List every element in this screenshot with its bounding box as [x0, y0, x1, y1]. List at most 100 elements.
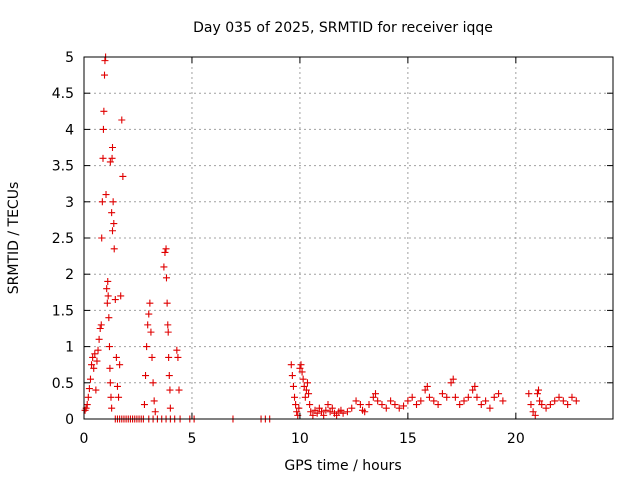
data-point: [165, 372, 173, 380]
data-point: [313, 409, 321, 417]
data-point: [98, 234, 106, 242]
data-point: [119, 172, 127, 180]
data-point: [395, 404, 403, 412]
data-point: [106, 158, 114, 166]
chart-title: Day 035 of 2025, SRMTID for receiver iqq…: [193, 20, 493, 36]
data-point: [303, 379, 311, 387]
data-point: [477, 401, 485, 409]
data-point: [352, 397, 360, 405]
x-tick-label: 10: [291, 431, 309, 447]
data-point: [464, 393, 472, 401]
x-tick-label: 5: [187, 431, 196, 447]
data-point: [348, 404, 356, 412]
data-point: [110, 245, 118, 253]
data-point: [163, 299, 171, 307]
data-point: [382, 404, 390, 412]
data-point: [421, 386, 429, 394]
data-point: [551, 397, 559, 405]
data-point: [288, 372, 296, 380]
data-point: [306, 401, 314, 409]
data-point: [300, 382, 308, 390]
data-point: [293, 408, 301, 416]
data-point: [391, 401, 399, 409]
data-point: [320, 411, 328, 419]
data-point: [456, 401, 464, 409]
data-point: [117, 292, 125, 300]
data-point: [146, 299, 154, 307]
data-point: [546, 401, 554, 409]
y-tick-label: 2.5: [52, 231, 74, 247]
data-point: [112, 353, 120, 361]
data-point: [356, 401, 364, 409]
data-point: [113, 382, 121, 390]
data-point: [94, 346, 102, 354]
data-point: [148, 353, 156, 361]
data-point: [147, 328, 155, 336]
data-point: [438, 390, 446, 398]
data-point: [374, 397, 382, 405]
data-point: [292, 401, 300, 409]
data-point: [104, 292, 112, 300]
data-point: [95, 335, 103, 343]
data-point: [527, 401, 535, 409]
y-tick-label: 4: [65, 122, 74, 138]
data-point: [328, 404, 336, 412]
data-point: [538, 401, 546, 409]
data-point: [369, 393, 377, 401]
data-point: [161, 248, 169, 256]
data-point: [417, 397, 425, 405]
y-tick-label: 0.5: [52, 376, 74, 392]
y-tick-label: 5: [65, 50, 74, 66]
x-tick-label: 15: [399, 431, 417, 447]
y-tick-label: 3: [65, 195, 74, 211]
data-point: [174, 353, 182, 361]
data-point: [425, 393, 433, 401]
data-point: [339, 409, 347, 417]
data-point: [299, 375, 307, 383]
data-point: [486, 404, 494, 412]
data-point: [287, 361, 295, 369]
data-point: [525, 390, 533, 398]
data-point: [564, 401, 572, 409]
data-point: [104, 277, 112, 285]
data-point: [499, 397, 507, 405]
data-point: [144, 321, 152, 329]
data-point: [166, 386, 174, 394]
data-point: [93, 357, 101, 365]
data-point: [289, 382, 297, 390]
data-point: [555, 393, 563, 401]
data-point: [400, 402, 408, 410]
data-point: [495, 390, 503, 398]
data-point: [542, 404, 550, 412]
data-point: [106, 364, 114, 372]
data-point: [88, 361, 96, 369]
data-point: [108, 154, 116, 162]
data-point: [86, 375, 94, 383]
data-point: [105, 314, 113, 322]
data-point: [162, 245, 170, 253]
y-tick-label: 3.5: [52, 159, 74, 175]
data-point: [322, 406, 330, 414]
y-axis-label: SRMTID / TECUs: [6, 182, 22, 295]
data-point: [115, 393, 123, 401]
data-point: [301, 393, 309, 401]
data-point: [109, 227, 117, 235]
data-point: [365, 401, 373, 409]
data-point: [118, 116, 126, 124]
data-point: [473, 393, 481, 401]
data-point: [108, 209, 116, 217]
data-point: [309, 411, 317, 419]
data-point: [110, 220, 118, 228]
data-point: [140, 401, 148, 409]
data-point: [413, 401, 421, 409]
y-tick-label: 1.5: [52, 303, 74, 319]
data-point: [533, 390, 541, 398]
data-point: [302, 386, 310, 394]
data-point: [106, 379, 114, 387]
data-point: [97, 321, 105, 329]
data-point: [91, 350, 99, 358]
data-point: [150, 397, 158, 405]
data-point: [164, 321, 172, 329]
data-point: [295, 404, 303, 412]
data-point: [173, 346, 181, 354]
